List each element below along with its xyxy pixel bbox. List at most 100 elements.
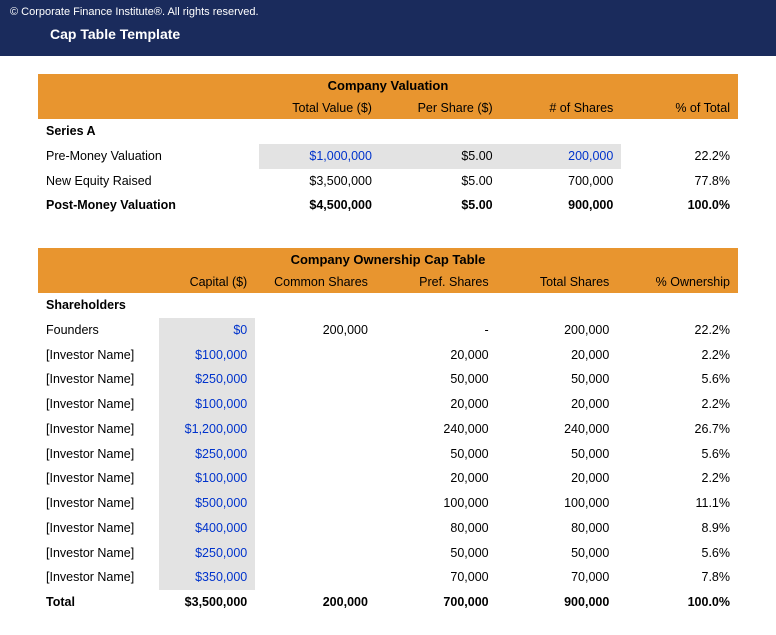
cell-pref: 700,000 [376, 590, 497, 615]
cell-capital[interactable]: $350,000 [159, 565, 256, 590]
cell-ownership: 5.6% [617, 541, 738, 566]
cell-common [255, 466, 376, 491]
cell-per-share[interactable]: $5.00 [380, 144, 501, 169]
cell-capital[interactable]: $100,000 [159, 466, 256, 491]
cap-row: [Investor Name]$100,00020,00020,0002.2% [38, 392, 738, 417]
cell-total-shares: 240,000 [497, 417, 618, 442]
cap-section-title: Company Ownership Cap Table [38, 248, 738, 271]
row-label: [Investor Name] [38, 466, 159, 491]
cell-pref: 20,000 [376, 392, 497, 417]
cell-total[interactable]: $1,000,000 [259, 144, 380, 169]
cell-common [255, 367, 376, 392]
cell-capital[interactable]: $250,000 [159, 367, 256, 392]
cap-row: [Investor Name]$400,00080,00080,0008.9% [38, 516, 738, 541]
cell-total-shares: 50,000 [497, 367, 618, 392]
cell-common [255, 491, 376, 516]
cell-total-shares: 200,000 [497, 318, 618, 343]
cell-pref: 20,000 [376, 343, 497, 368]
valuation-row: Pre-Money Valuation$1,000,000$5.00200,00… [38, 144, 738, 169]
copyright-text: © Corporate Finance Institute®. All righ… [10, 6, 766, 18]
cell-shares[interactable]: 200,000 [501, 144, 622, 169]
cell-capital[interactable]: $250,000 [159, 541, 256, 566]
row-label: [Investor Name] [38, 516, 159, 541]
cap-row: [Investor Name]$500,000100,000100,00011.… [38, 491, 738, 516]
cap-table: Capital ($) Common Shares Pref. Shares T… [38, 271, 738, 615]
cap-row: [Investor Name]$350,00070,00070,0007.8% [38, 565, 738, 590]
cap-row: [Investor Name]$100,00020,00020,0002.2% [38, 343, 738, 368]
valuation-header-row: Total Value ($) Per Share ($) # of Share… [38, 97, 738, 119]
page-title: Cap Table Template [50, 26, 766, 42]
cell-total-shares: 50,000 [497, 442, 618, 467]
cell-ownership: 2.2% [617, 466, 738, 491]
cell-pref: 100,000 [376, 491, 497, 516]
cell-total-shares: 20,000 [497, 343, 618, 368]
cell-pct: 77.8% [621, 169, 738, 194]
cell-pref: - [376, 318, 497, 343]
cell-pref: 70,000 [376, 565, 497, 590]
cell-total-shares: 20,000 [497, 466, 618, 491]
cap-group-label: Shareholders [38, 293, 738, 318]
cell-pref: 240,000 [376, 417, 497, 442]
row-label: [Investor Name] [38, 367, 159, 392]
cell-common: 200,000 [255, 318, 376, 343]
cell-ownership: 5.6% [617, 367, 738, 392]
col-total-value: Total Value ($) [259, 97, 380, 119]
cell-common [255, 343, 376, 368]
cell-common [255, 417, 376, 442]
col-pct-total: % of Total [621, 97, 738, 119]
cell-capital[interactable]: $100,000 [159, 392, 256, 417]
col-blank [38, 97, 259, 119]
cap-row: [Investor Name]$1,200,000240,000240,0002… [38, 417, 738, 442]
row-label: [Investor Name] [38, 417, 159, 442]
col-blank [38, 271, 159, 293]
cap-row: [Investor Name]$250,00050,00050,0005.6% [38, 442, 738, 467]
cell-total-shares: 80,000 [497, 516, 618, 541]
cell-total: $3,500,000 [259, 169, 380, 194]
cell-capital[interactable]: $500,000 [159, 491, 256, 516]
cell-shares: 700,000 [501, 169, 622, 194]
valuation-table: Total Value ($) Per Share ($) # of Share… [38, 97, 738, 218]
cell-per-share: $5.00 [380, 169, 501, 194]
cell-pref: 20,000 [376, 466, 497, 491]
col-num-shares: # of Shares [501, 97, 622, 119]
content-area: Company Valuation Total Value ($) Per Sh… [0, 56, 776, 635]
cell-pref: 50,000 [376, 442, 497, 467]
cell-pct: 100.0% [621, 193, 738, 218]
cell-pct: 22.2% [621, 144, 738, 169]
row-label: New Equity Raised [38, 169, 259, 194]
cell-capital[interactable]: $250,000 [159, 442, 256, 467]
cell-ownership: 7.8% [617, 565, 738, 590]
cap-total-row: Total$3,500,000200,000700,000900,000100.… [38, 590, 738, 615]
cell-capital[interactable]: $1,200,000 [159, 417, 256, 442]
cell-common [255, 442, 376, 467]
page-header: © Corporate Finance Institute®. All righ… [0, 0, 776, 56]
col-pref: Pref. Shares [376, 271, 497, 293]
cell-total-shares: 50,000 [497, 541, 618, 566]
row-label: Pre-Money Valuation [38, 144, 259, 169]
valuation-group-label: Series A [38, 119, 738, 144]
row-label: [Investor Name] [38, 565, 159, 590]
cell-total-shares: 100,000 [497, 491, 618, 516]
cell-shares: 900,000 [501, 193, 622, 218]
cell-common: 200,000 [255, 590, 376, 615]
cell-common [255, 516, 376, 541]
valuation-group-row: Series A [38, 119, 738, 144]
col-ownership: % Ownership [617, 271, 738, 293]
row-label: Post-Money Valuation [38, 193, 259, 218]
cell-capital[interactable]: $400,000 [159, 516, 256, 541]
cap-group-row: Shareholders [38, 293, 738, 318]
cell-capital[interactable]: $100,000 [159, 343, 256, 368]
valuation-row: New Equity Raised$3,500,000$5.00700,0007… [38, 169, 738, 194]
cell-ownership: 22.2% [617, 318, 738, 343]
cap-header-row: Capital ($) Common Shares Pref. Shares T… [38, 271, 738, 293]
cell-common [255, 392, 376, 417]
col-common: Common Shares [255, 271, 376, 293]
cell-pref: 80,000 [376, 516, 497, 541]
cell-ownership: 2.2% [617, 392, 738, 417]
cell-capital[interactable]: $0 [159, 318, 256, 343]
cell-total-shares: 20,000 [497, 392, 618, 417]
cap-row: [Investor Name]$250,00050,00050,0005.6% [38, 367, 738, 392]
col-per-share: Per Share ($) [380, 97, 501, 119]
row-label: [Investor Name] [38, 343, 159, 368]
row-label: Founders [38, 318, 159, 343]
